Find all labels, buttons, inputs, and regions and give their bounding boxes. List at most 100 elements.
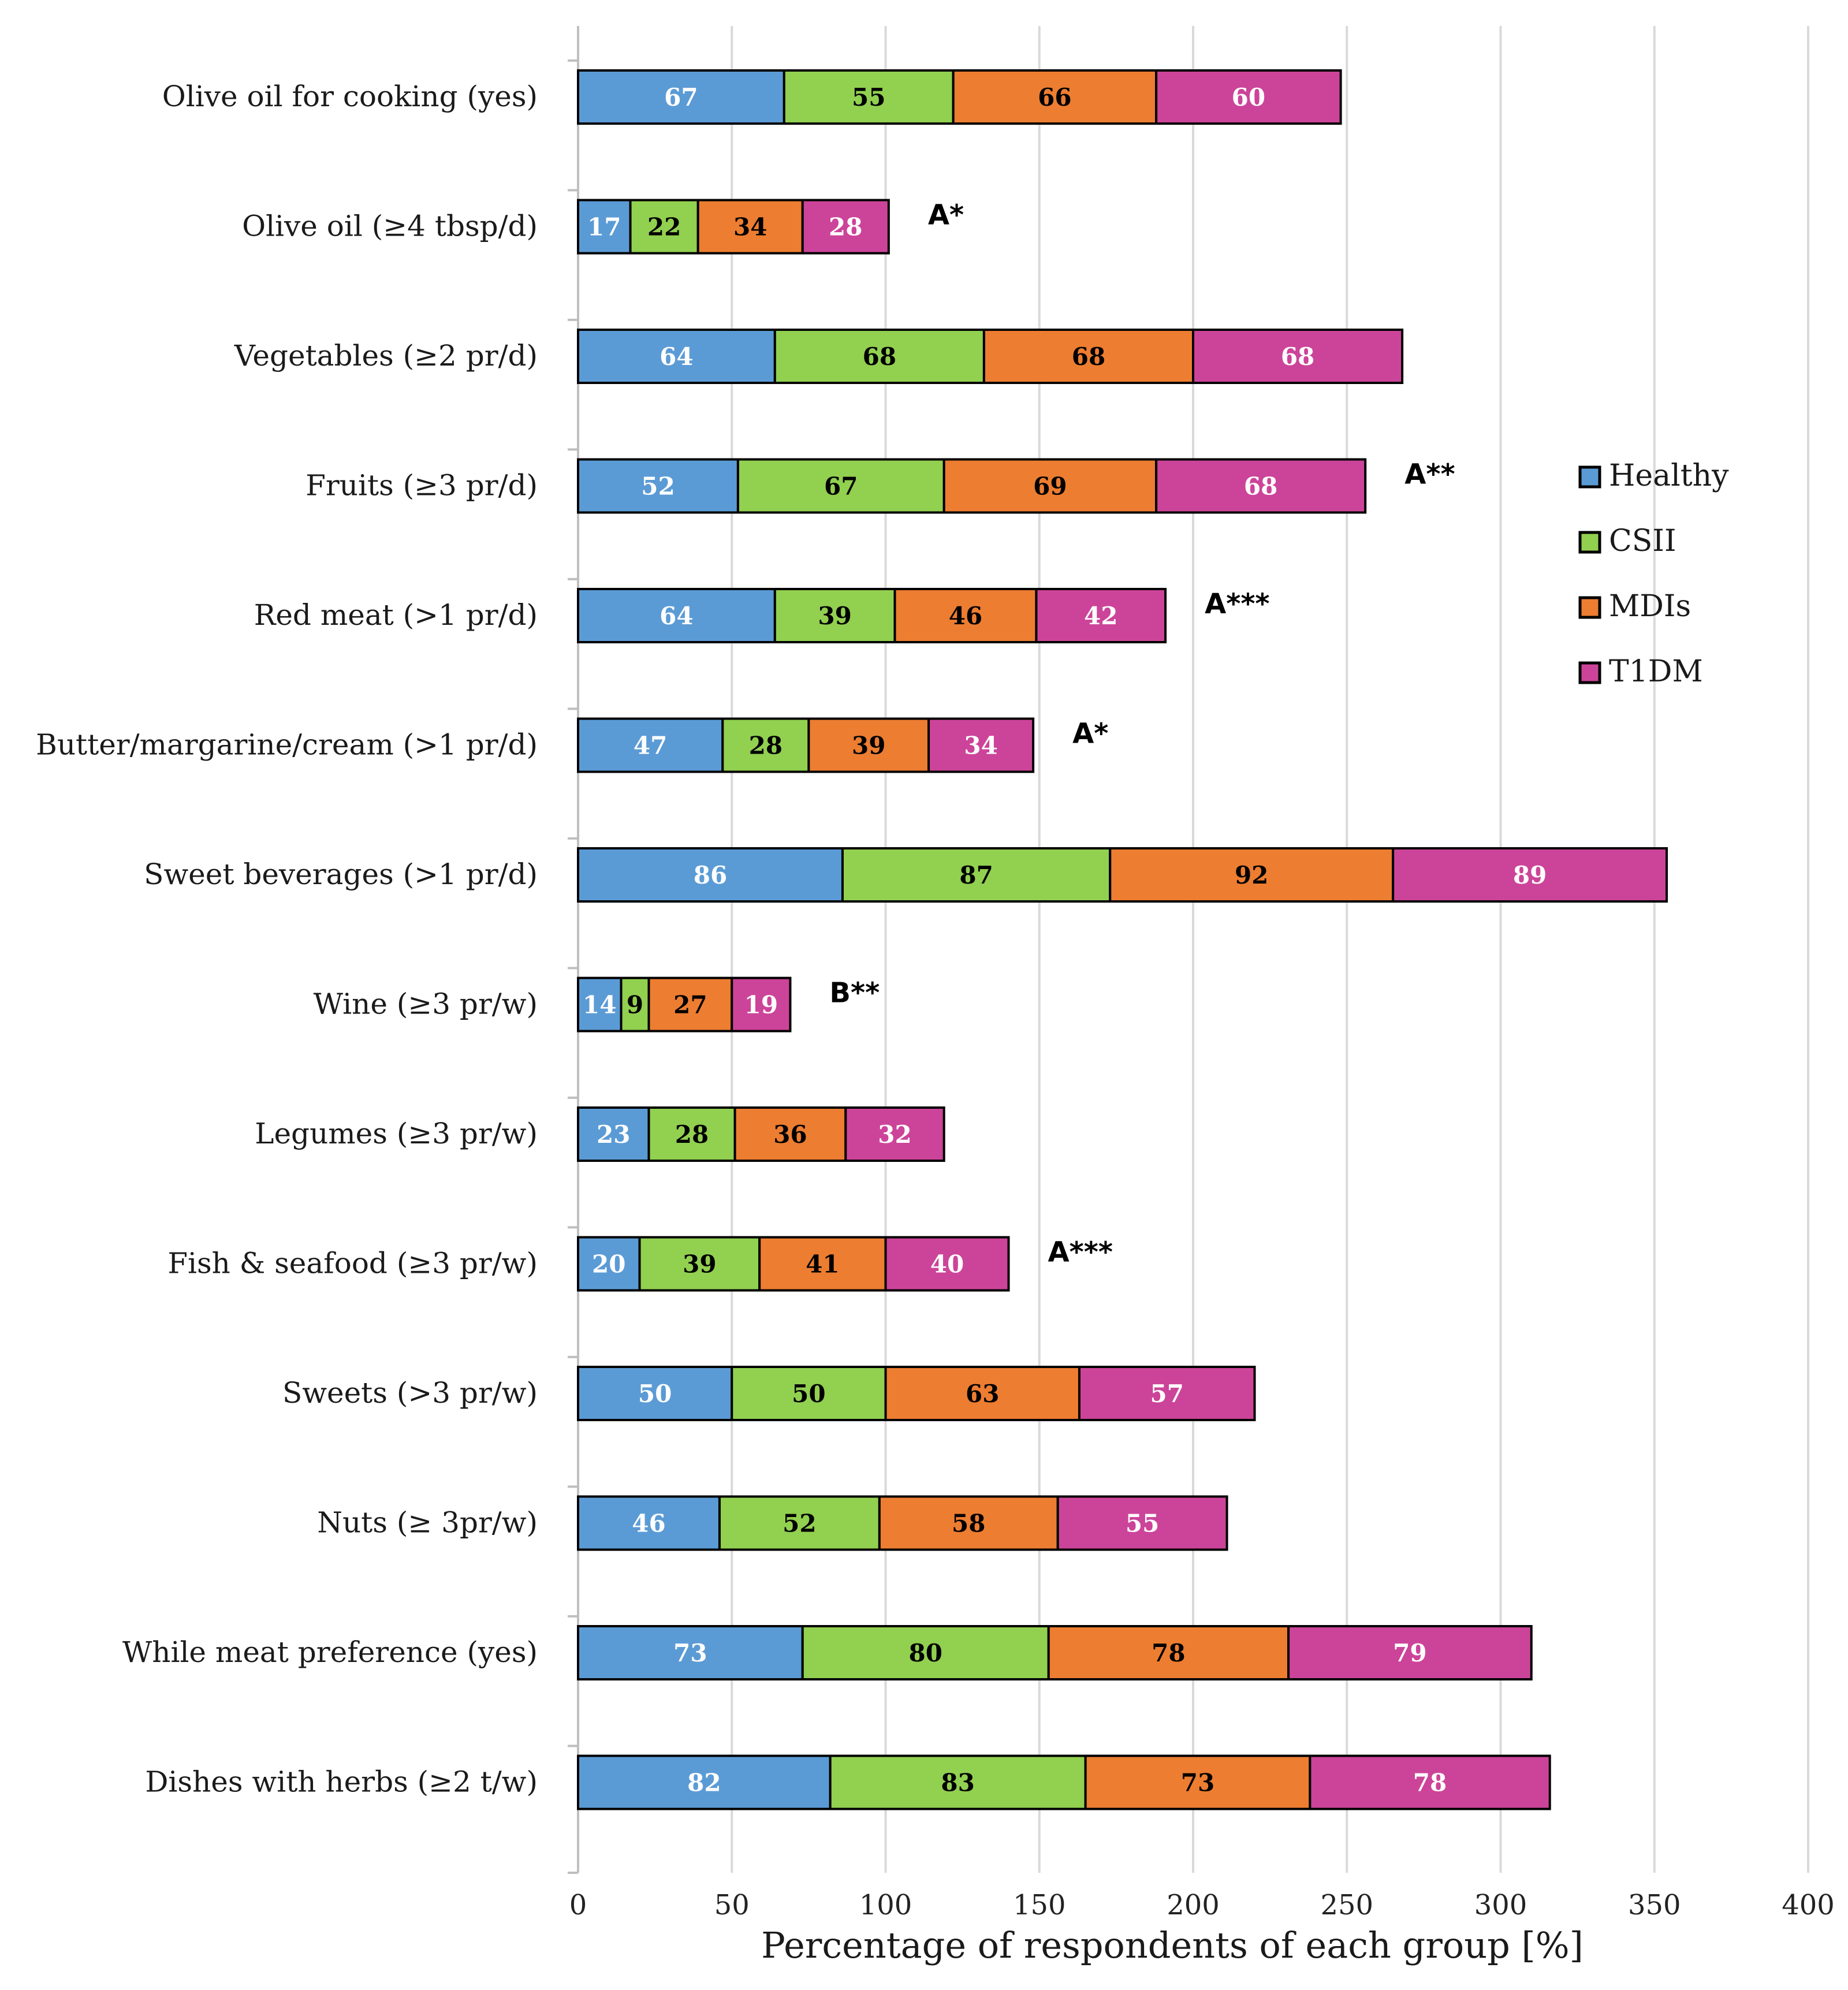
data-label: 92 — [1235, 861, 1268, 889]
bar-segment-csii — [773, 588, 896, 643]
bar-segment-healthy — [577, 977, 623, 1033]
data-label: 42 — [1084, 602, 1117, 630]
axes: 0 50 100 150 200 250 300 350 400 — [568, 26, 1835, 1921]
data-label: 28 — [829, 213, 862, 241]
data-label: 9 — [627, 991, 643, 1019]
bar-segment-mdis — [1047, 1625, 1290, 1680]
data-label: 68 — [1281, 342, 1314, 371]
x-tick-label: 0 — [569, 1889, 587, 1921]
data-label: 40 — [930, 1250, 964, 1279]
bar-segment-csii — [801, 1625, 1050, 1680]
category-label: Butter/margarine/cream (>1 pr/d) — [36, 728, 538, 762]
x-tick-label: 200 — [1167, 1889, 1220, 1921]
bar-segment-healthy — [577, 588, 776, 643]
bar-segment-csii — [721, 717, 810, 773]
bar-segment-t1dm — [927, 717, 1035, 773]
legend: Healthy CSII MDIs T1DM — [1578, 459, 1729, 689]
significance-annotation: B** — [829, 977, 880, 1009]
category-label: Vegetables (≥2 pr/d) — [234, 339, 538, 372]
data-label: 68 — [863, 342, 896, 371]
significance-annotation: A* — [1072, 718, 1108, 750]
data-label: 58 — [952, 1510, 985, 1538]
x-tick-label: 100 — [859, 1889, 912, 1921]
data-label: 34 — [733, 213, 767, 241]
data-label: 14 — [583, 991, 616, 1019]
category-label: Red meat (>1 pr/d) — [254, 598, 538, 632]
data-label: 23 — [597, 1120, 630, 1149]
data-label: 17 — [587, 213, 621, 241]
bar-segment-mdis — [807, 717, 930, 773]
data-label: 50 — [638, 1380, 672, 1408]
bar-segment-t1dm — [1035, 588, 1167, 643]
data-label: 79 — [1393, 1639, 1426, 1667]
bar-segment-t1dm — [1392, 847, 1668, 903]
data-label: 32 — [878, 1120, 911, 1149]
bar-segment-csii — [783, 69, 955, 125]
bar-segment-csii — [718, 1495, 881, 1551]
category-label: Fish & seafood (≥3 pr/w) — [167, 1247, 538, 1280]
category-label: Olive oil for cooking (yes) — [162, 80, 538, 113]
data-label: 63 — [966, 1380, 999, 1408]
bar-segment-healthy — [577, 1366, 733, 1421]
bar-segment-csii — [731, 1366, 887, 1421]
category-label: Fruits (≥3 pr/d) — [305, 469, 538, 502]
bar-segment-t1dm — [801, 199, 890, 255]
data-label: 68 — [1072, 342, 1105, 371]
legend-swatch — [1578, 531, 1601, 554]
category-label: Sweet beverages (>1 pr/d) — [144, 858, 538, 891]
data-label: 47 — [634, 732, 667, 760]
category-label: While meat preference (yes) — [122, 1635, 538, 1669]
data-label: 39 — [852, 732, 885, 760]
bar-segment-t1dm — [731, 977, 792, 1033]
bar-segment-t1dm — [1056, 1495, 1228, 1551]
data-label: 69 — [1033, 472, 1067, 501]
significance-annotations: A* A** A*** A* B** A*** — [829, 199, 1455, 1269]
bar-segment-mdis — [1084, 1754, 1312, 1810]
category-label: Dishes with herbs (≥2 t/w) — [145, 1765, 538, 1799]
x-tick-label: 50 — [714, 1889, 750, 1921]
data-label: 52 — [641, 472, 675, 501]
data-label: 83 — [941, 1769, 974, 1797]
bar-segment-t1dm — [844, 1106, 945, 1162]
data-label: 87 — [959, 861, 993, 889]
grid-lines — [731, 26, 1809, 1873]
bar-segment-t1dm — [1155, 69, 1342, 125]
data-label: 20 — [592, 1250, 625, 1279]
data-label: 34 — [964, 732, 997, 760]
x-tick-label: 350 — [1628, 1889, 1681, 1921]
bar-segment-healthy — [577, 199, 632, 255]
data-label: 78 — [1413, 1769, 1447, 1797]
data-label: 89 — [1513, 861, 1547, 889]
data-label: 78 — [1152, 1639, 1185, 1667]
data-label: 66 — [1038, 83, 1071, 111]
data-label: 46 — [632, 1510, 665, 1538]
bar-segment-t1dm — [1192, 329, 1404, 384]
bar-segment-mdis — [942, 458, 1158, 514]
significance-annotation: A** — [1404, 459, 1455, 491]
bar-segment-healthy — [577, 1495, 721, 1551]
bar-segment-healthy — [577, 1625, 804, 1680]
data-label: 55 — [852, 83, 885, 111]
bar-segment-t1dm — [1078, 1366, 1256, 1421]
x-tick-label: 250 — [1320, 1889, 1373, 1921]
data-label: 82 — [687, 1769, 721, 1797]
significance-annotation: A* — [928, 199, 964, 232]
bar-segment-mdis — [758, 1236, 887, 1292]
bar-segment-mdis — [696, 199, 804, 255]
legend-label: T1DM — [1609, 654, 1703, 689]
data-label: 86 — [694, 861, 727, 889]
legend-label: CSII — [1609, 524, 1676, 558]
bar-segment-mdis — [982, 329, 1195, 384]
data-label: 22 — [647, 213, 681, 241]
legend-swatch — [1578, 661, 1601, 684]
data-label: 73 — [1181, 1769, 1214, 1797]
data-label: 41 — [806, 1250, 839, 1279]
bar-segment-healthy — [577, 717, 724, 773]
bars: 67 55 66 60 17 22 34 28 64 68 68 68 52 67 69 68 64 39 46 42… — [577, 69, 1668, 1810]
data-label: 36 — [773, 1120, 807, 1149]
category-label: Legumes (≥3 pr/w) — [255, 1117, 538, 1150]
data-label: 64 — [660, 342, 693, 371]
data-label: 50 — [792, 1380, 825, 1408]
bar-segment-csii — [629, 199, 699, 255]
